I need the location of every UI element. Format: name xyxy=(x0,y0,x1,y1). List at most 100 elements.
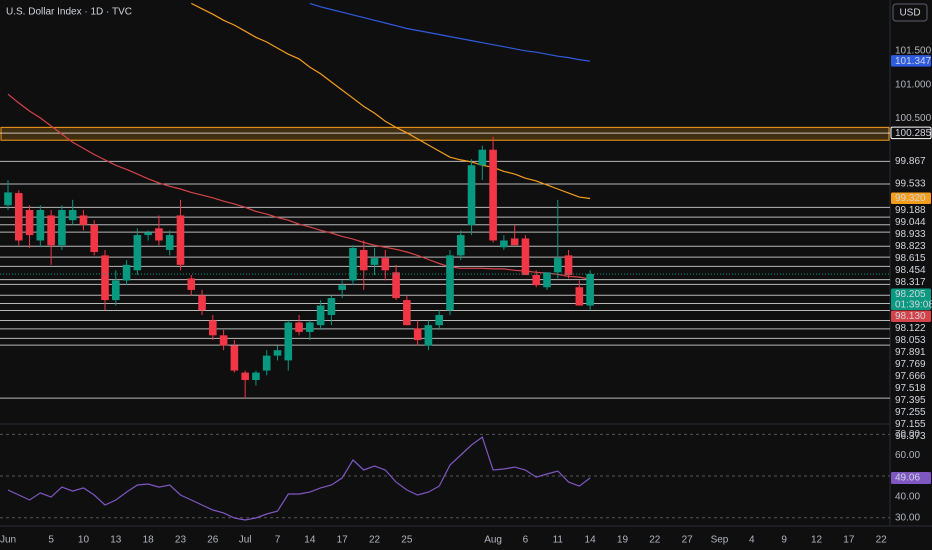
candle-body xyxy=(58,210,66,246)
level-label: 97.769 xyxy=(895,359,926,370)
level-label: 98.933 xyxy=(895,229,926,240)
x-tick-label: Sep xyxy=(711,535,729,546)
x-tick-label: 25 xyxy=(401,535,413,546)
candle-body xyxy=(90,224,99,252)
candle-body xyxy=(198,295,206,311)
candle-body xyxy=(47,215,55,246)
x-tick-label: 5 xyxy=(48,535,54,546)
level-label-box xyxy=(891,346,931,358)
level-label-box xyxy=(891,418,931,430)
level-label-box xyxy=(891,252,931,264)
candle-body xyxy=(500,240,508,248)
candle-body xyxy=(424,325,433,346)
candle-body xyxy=(359,249,368,271)
candle-body xyxy=(446,255,454,311)
x-tick-label: 6 xyxy=(523,535,529,546)
level-label: 97.666 xyxy=(895,371,926,382)
level-label: 98.823 xyxy=(895,241,926,252)
candle-body xyxy=(586,274,594,306)
candle-body xyxy=(101,255,109,301)
x-tick-label: 19 xyxy=(617,535,629,546)
candle-body xyxy=(489,149,497,241)
y-tick-label: 101.000 xyxy=(895,79,932,90)
x-tick-label: 14 xyxy=(585,535,597,546)
x-tick-label: 4 xyxy=(749,535,755,546)
currency-box[interactable] xyxy=(892,3,928,22)
ma-last-label-box xyxy=(891,310,931,322)
candle-body xyxy=(155,228,163,241)
candle-body xyxy=(4,192,12,206)
candle-body xyxy=(381,258,390,271)
level-label: 99.867 xyxy=(895,156,926,167)
x-tick-label: 22 xyxy=(649,535,661,546)
level-label: 99.044 xyxy=(895,217,926,228)
level-label-box xyxy=(891,394,931,406)
ma-last-label-box xyxy=(891,55,931,67)
candle-body xyxy=(403,300,411,326)
x-tick-label: 14 xyxy=(304,535,316,546)
candle-body xyxy=(68,210,77,221)
level-label: 99.533 xyxy=(895,179,926,190)
candle-body xyxy=(456,235,465,256)
chart-title: U.S. Dollar Index · 1D · TVC xyxy=(6,7,132,18)
candle-body xyxy=(262,355,271,371)
x-tick-label: 12 xyxy=(811,535,823,546)
candle-body xyxy=(413,328,422,341)
candle-body xyxy=(176,215,185,265)
candle-body xyxy=(478,149,487,166)
y-tick-label: 40.00 xyxy=(895,492,920,503)
x-tick-label: 18 xyxy=(143,535,155,546)
level-label: 99.188 xyxy=(895,205,926,216)
level-label-box xyxy=(891,240,931,252)
candle-body xyxy=(133,235,142,271)
candle-body xyxy=(112,280,120,301)
last-price-label: 98.205 xyxy=(895,289,926,300)
candle-body xyxy=(165,235,174,250)
candle-body xyxy=(316,305,325,326)
level-label-box xyxy=(891,322,931,334)
level-label-box xyxy=(891,264,931,276)
x-tick-label: 11 xyxy=(553,535,564,546)
candle-body xyxy=(306,322,314,332)
countdown: 01:39:08 xyxy=(895,300,932,311)
level-label: 98.454 xyxy=(895,265,926,276)
level-label-box xyxy=(891,228,931,240)
ma-last-label: 101.347 xyxy=(895,56,932,67)
candle-body xyxy=(14,193,23,241)
candle-body xyxy=(25,210,34,236)
y-tick-label: 60.00 xyxy=(895,450,920,461)
candle-body xyxy=(435,315,443,326)
x-tick-label: Jun xyxy=(0,535,16,546)
x-tick-label: 22 xyxy=(369,535,381,546)
candle-body xyxy=(187,278,196,290)
x-tick-label: 17 xyxy=(337,535,349,546)
level-label: 98.317 xyxy=(895,277,926,288)
y-tick-label: 100.500 xyxy=(895,113,932,124)
level-label-box xyxy=(891,382,931,394)
rsi-last-box xyxy=(891,472,931,485)
candle-body xyxy=(241,372,249,381)
ma-last-label: 98.130 xyxy=(895,311,926,322)
candle-body xyxy=(230,345,239,371)
level-label: 100.285 xyxy=(895,128,932,139)
level-label-box xyxy=(891,334,931,346)
ma-last-label: 99.320 xyxy=(895,193,926,204)
candle-body xyxy=(370,258,379,265)
moving-average xyxy=(7,93,591,280)
rsi-last-label: 49.06 xyxy=(895,473,920,484)
y-tick-label: 30.00 xyxy=(895,512,920,523)
candle-body xyxy=(338,285,346,290)
candle-body xyxy=(209,320,217,336)
x-tick-label: 27 xyxy=(682,535,694,546)
candle-body xyxy=(553,258,562,273)
level-label: 98.122 xyxy=(895,323,926,334)
level-label-box xyxy=(891,276,931,288)
last-price-label-box xyxy=(891,288,931,310)
level-label-box xyxy=(891,155,931,167)
candle-body xyxy=(295,322,303,332)
level-label: 98.615 xyxy=(895,253,926,264)
candle-body xyxy=(284,322,293,361)
level-label: 96.373 xyxy=(895,431,926,442)
level-label: 97.518 xyxy=(895,383,926,394)
